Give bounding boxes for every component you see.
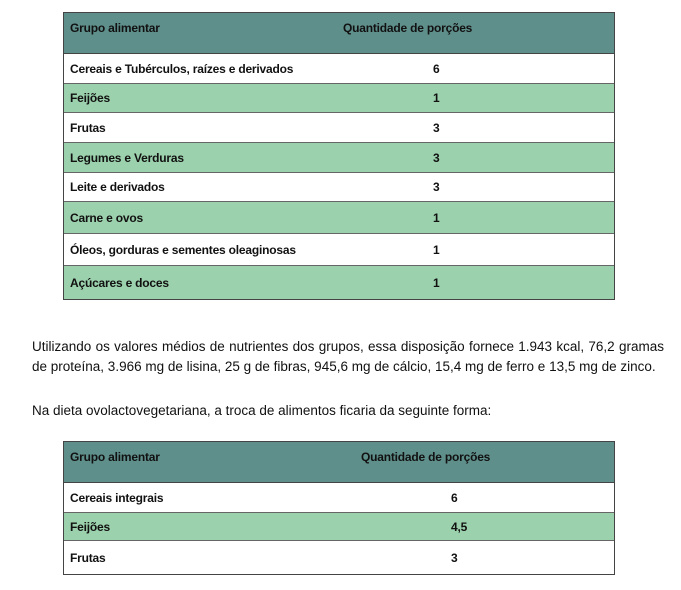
quantity-cell: 1: [433, 242, 440, 257]
group-cell: Feijões: [70, 91, 110, 105]
table-row: Feijões 1: [64, 84, 614, 113]
group-cell: Óleos, gorduras e sementes oleaginosas: [70, 242, 296, 257]
table-row: Óleos, gorduras e sementes oleaginosas 1: [64, 234, 614, 266]
quantity-cell: 1: [433, 91, 440, 105]
quantity-cell: 3: [433, 150, 440, 165]
group-cell: Cereais integrais: [70, 490, 164, 505]
group-cell: Frutas: [70, 550, 106, 565]
header-group: Grupo alimentar: [70, 450, 160, 464]
quantity-cell: 1: [433, 275, 440, 290]
food-group-table: Grupo alimentar Quantidade de porções Cere…: [63, 12, 615, 300]
nutrient-paragraph: Utilizando os valores médios de nutrient…: [32, 339, 664, 374]
table-row: Cereais e Tubérculos, raízes e derivados…: [64, 54, 614, 84]
quantity-cell: 3: [433, 120, 440, 135]
table-row: Feijões 4,5: [64, 513, 614, 541]
header-quantity: Quantidade de porções: [361, 450, 491, 464]
table-row: Frutas 3: [64, 541, 614, 574]
table-row: Açúcares e doces 1: [64, 266, 614, 299]
quantity-cell: 6: [433, 61, 440, 76]
table-row: Cereais integrais 6: [64, 483, 614, 513]
group-cell: Leite e derivados: [70, 180, 165, 194]
quantity-cell: 1: [433, 210, 440, 225]
quantity-cell: 4,5: [451, 519, 468, 534]
table-row: Leite e derivados 3: [64, 173, 614, 202]
quantity-cell: 6: [451, 490, 458, 505]
group-cell: Frutas: [70, 120, 106, 135]
group-cell: Legumes e Verduras: [70, 150, 184, 165]
header-quantity: Quantidade de porções: [343, 21, 473, 35]
ovolacto-table: Grupo alimentar Quantidade de porções Cere…: [63, 441, 615, 575]
group-cell: Feijões: [70, 519, 110, 534]
group-cell: Carne e ovos: [70, 210, 143, 225]
header-group: Grupo alimentar: [70, 21, 160, 35]
group-cell: Açúcares e doces: [70, 275, 169, 290]
table-row: Legumes e Verduras 3: [64, 143, 614, 173]
table-header: Grupo alimentar Quantidade de porções: [64, 442, 614, 483]
quantity-cell: 3: [451, 550, 458, 565]
diet-paragraph: Na dieta ovolactovegetariana, a troca de…: [32, 403, 492, 418]
group-cell: Cereais e Tubérculos, raízes e derivados: [70, 61, 294, 76]
table-row: Frutas 3: [64, 113, 614, 143]
quantity-cell: 3: [433, 180, 440, 194]
table-header: Grupo alimentar Quantidade de porções: [64, 13, 614, 54]
table-row: Carne e ovos 1: [64, 202, 614, 234]
